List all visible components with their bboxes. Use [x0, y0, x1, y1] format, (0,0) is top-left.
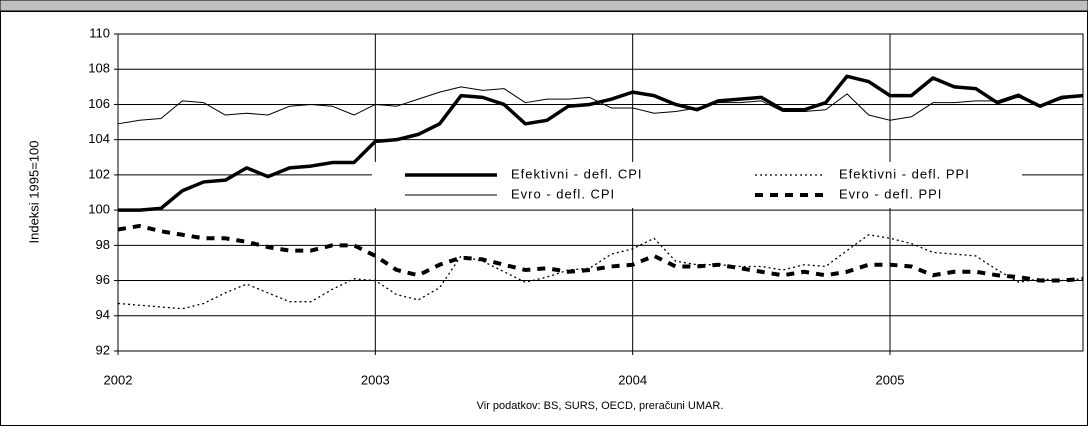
y-tick-label: 100 [88, 202, 110, 217]
legend-label: Evro - defl. PPI [839, 186, 942, 201]
y-tick-label: 98 [96, 237, 110, 252]
y-tick-label: 102 [88, 166, 110, 181]
x-tick-label: 2004 [618, 372, 647, 387]
x-tick-label: 2005 [876, 372, 905, 387]
header-strip [0, 0, 1088, 12]
y-tick-label: 110 [89, 25, 110, 40]
series-line [117, 234, 1084, 310]
series-line [117, 86, 1084, 125]
source-note: Vir podatkov: BS, SURS, OECD, preračuni … [477, 400, 724, 412]
series-line [118, 74, 1084, 212]
y-tick-label: 94 [96, 307, 110, 322]
frame [0, 11, 1088, 426]
series-line [117, 223, 1084, 283]
legend-label: Evro - defl. CPI [511, 186, 615, 201]
x-tick-label: 2003 [361, 372, 390, 387]
y-tick-label: 104 [88, 131, 110, 146]
plot-border [117, 33, 1084, 352]
x-tick-label: 2002 [104, 372, 133, 387]
legend-label: Efektivni - defl. PPI [839, 166, 970, 181]
y-tick-label: 106 [88, 96, 110, 111]
y-tick-label: 96 [96, 272, 110, 287]
y-axis-label: Indeksi 1995=100 [26, 140, 41, 243]
y-tick-label: 92 [96, 342, 110, 357]
legend-box [372, 162, 1022, 208]
y-tick-label: 108 [88, 61, 110, 76]
legend-label: Efektivni - defl. CPI [511, 166, 643, 181]
